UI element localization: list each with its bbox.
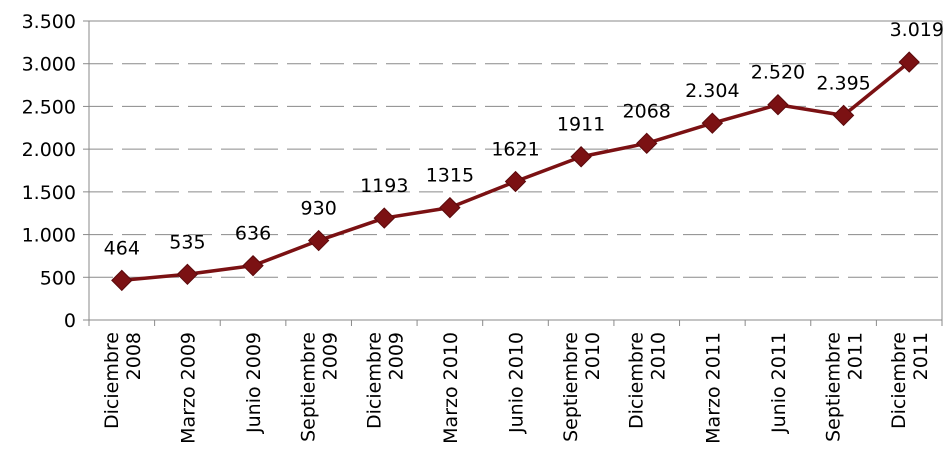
x-tick-label-line: Marzo 2009: [177, 332, 199, 444]
x-tick-label: Marzo 2011: [702, 332, 724, 444]
x-tick-label-line: Marzo 2010: [440, 332, 462, 444]
data-labels: 464 535 636 930 1193 1315 1621 1911 2068 2.304 2.5…: [104, 19, 944, 259]
x-tick-label: Junio 2011: [768, 332, 790, 434]
y-tick-label: 2.500: [22, 96, 76, 118]
data-point-marker: [242, 254, 264, 277]
x-tick-label-line: 2009: [385, 332, 407, 380]
x-tick-label: Junio 2010: [506, 332, 528, 434]
y-tick-label: 3.500: [22, 11, 76, 33]
data-point-marker: [570, 146, 592, 168]
x-tick-label: Septiembre2011: [823, 332, 867, 442]
x-tick-label: Septiembre2009: [298, 332, 342, 442]
data-label: 2.395: [816, 72, 870, 94]
data-point-marker: [832, 104, 855, 127]
x-tick-label: Marzo 2010: [440, 332, 462, 444]
axes: [83, 20, 943, 326]
data-point-marker: [767, 94, 789, 116]
x-tick-label-line: Junio 2010: [506, 332, 528, 434]
x-tick-label-line: 2011: [910, 332, 932, 380]
x-tick-label-line: 2009: [320, 332, 342, 380]
data-label: 464: [104, 237, 140, 259]
x-tick-label-line: Septiembre: [823, 332, 845, 442]
x-tick-label-line: Diciembre: [888, 332, 910, 429]
data-label: 2.304: [685, 80, 739, 102]
data-label: 3.019: [890, 19, 944, 41]
data-label: 535: [169, 231, 205, 253]
x-tick-label-line: Septiembre: [298, 332, 320, 442]
y-tick-label: 1.000: [22, 225, 76, 247]
data-label: 930: [301, 198, 337, 220]
x-tick-label-line: 2008: [123, 332, 145, 380]
x-tick-label: Diciembre2010: [626, 332, 670, 429]
x-tick-label-line: 2010: [648, 332, 670, 380]
data-label: 2.520: [751, 62, 805, 84]
data-label: 1315: [426, 165, 474, 187]
x-tick-label-line: Diciembre: [363, 332, 385, 429]
data-point-marker: [176, 263, 199, 286]
data-point-marker: [111, 269, 133, 292]
y-tick-label: 3.000: [22, 54, 76, 76]
x-tick-label-line: 2010: [582, 332, 604, 380]
data-label: 1193: [360, 175, 408, 197]
y-tick-label: 0: [64, 310, 76, 332]
x-tick-label: Junio 2009: [243, 332, 265, 434]
series-markers: [111, 51, 920, 292]
x-tick-label: Septiembre2010: [560, 332, 604, 442]
y-tick-label: 500: [40, 267, 76, 289]
y-tick-label: 1.500: [22, 182, 76, 204]
x-tick-label-line: Junio 2009: [243, 332, 265, 434]
x-tick-label-line: 2011: [845, 332, 867, 380]
y-axis-tick-labels: 0 500 1.000 1.500 2.000 2.500 3.000 3.500: [22, 11, 76, 332]
data-label: 636: [235, 223, 271, 245]
x-axis-tick-labels: Diciembre2008 Marzo 2009 Junio 2009 Septiem…: [101, 332, 932, 444]
x-tick-label: Diciembre2011: [888, 332, 932, 429]
x-tick-label-line: Septiembre: [560, 332, 582, 442]
data-label: 1911: [557, 114, 605, 136]
data-label: 2068: [623, 100, 671, 122]
data-point-marker: [373, 207, 395, 229]
data-label: 1621: [491, 139, 539, 161]
x-tick-label: Marzo 2009: [177, 332, 199, 444]
data-point-marker: [504, 170, 527, 193]
data-point-marker: [701, 112, 724, 134]
y-tick-label: 2.000: [22, 139, 76, 161]
x-tick-label-line: Diciembre: [101, 332, 123, 429]
data-point-marker: [898, 51, 920, 73]
x-tick-label-line: Junio 2011: [768, 332, 790, 434]
x-tick-label: Diciembre2008: [101, 332, 145, 429]
x-tick-label-line: Diciembre: [626, 332, 648, 429]
data-point-marker: [636, 132, 658, 155]
data-point-marker: [439, 196, 461, 219]
x-tick-label-line: Marzo 2011: [702, 332, 724, 444]
data-point-marker: [307, 229, 330, 252]
x-tick-label: Diciembre2009: [363, 332, 407, 429]
